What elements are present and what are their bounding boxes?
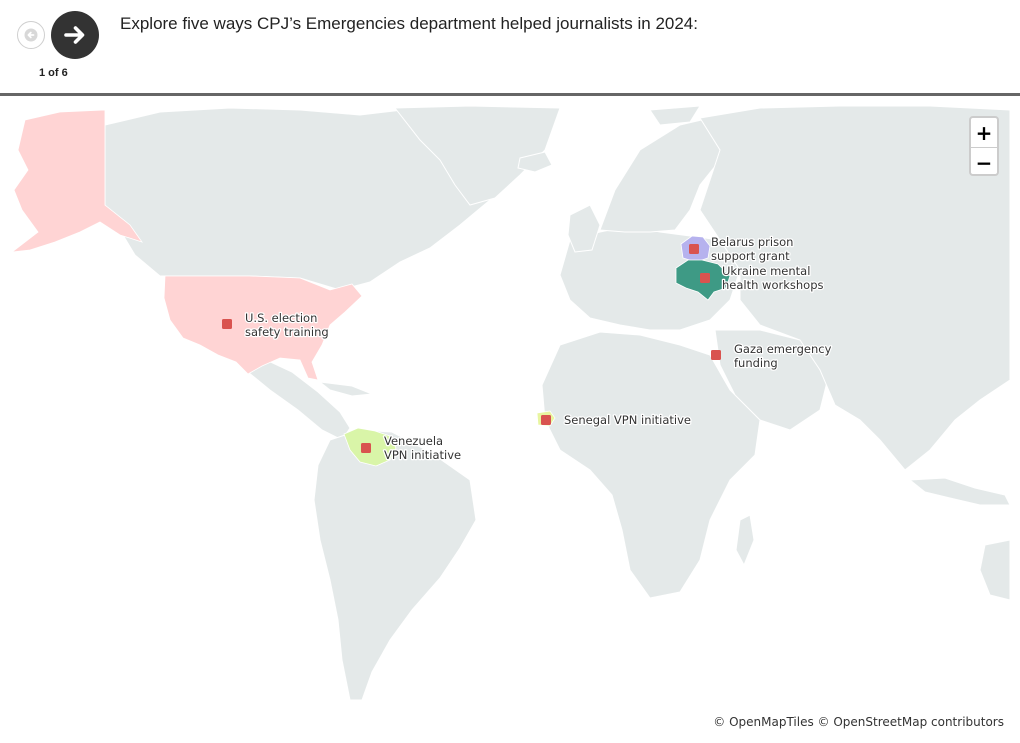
story-header: 1 of 6 Explore five ways CPJ’s Emergenci… (0, 0, 1020, 96)
arrow-right-icon (64, 26, 85, 44)
land-south-america (313, 429, 477, 701)
marker-group-belarus[interactable]: Belarus prison support grant (689, 234, 795, 264)
marker-group-venezuela[interactable]: Venezuela VPN initiative (361, 433, 462, 463)
map-marker-senegal[interactable] (541, 415, 551, 425)
map-label-us-line2: safety training (245, 325, 329, 339)
arrow-left-icon (24, 28, 38, 42)
land-australia (979, 539, 1010, 601)
map-label-us-line1: U.S. election (245, 311, 317, 325)
land-indonesia (908, 477, 1010, 506)
map-label-venezuela-line1: Venezuela (384, 434, 443, 448)
map-marker-us[interactable] (222, 319, 232, 329)
land-arctic-islands (649, 106, 701, 126)
attribution-openmaptiles-link[interactable]: © OpenMapTiles (713, 715, 814, 729)
story-title: Explore five ways CPJ’s Emergencies depa… (120, 14, 698, 33)
region-alaska[interactable] (10, 109, 144, 253)
land-madagascar (735, 514, 755, 567)
marker-group-us[interactable]: U.S. election safety training (222, 310, 330, 340)
marker-group-gaza[interactable]: Gaza emergency funding (711, 341, 833, 371)
map-label-ukraine-line1: Ukraine mental (722, 264, 810, 278)
slide-counter: 1 of 6 (39, 67, 68, 79)
map-label-belarus-line1: Belarus prison (711, 235, 793, 249)
map-canvas: U.S. election safety training Venezuela … (0, 106, 1010, 743)
land-asia (699, 106, 1010, 471)
land-caribbean (318, 381, 373, 397)
land-iceland (517, 151, 553, 173)
land-arabia (714, 329, 831, 431)
next-slide-button[interactable] (51, 11, 99, 59)
map-marker-ukraine[interactable] (700, 273, 710, 283)
map-attribution: © OpenMapTiles © OpenStreetMap contribut… (713, 715, 1004, 729)
landmasses (104, 106, 1010, 701)
marker-group-senegal[interactable]: Senegal VPN initiative (541, 412, 692, 428)
previous-slide-button[interactable] (17, 21, 45, 49)
map-label-gaza-line2: funding (734, 356, 778, 370)
map-label-gaza-line1: Gaza emergency (734, 342, 832, 356)
zoom-out-button[interactable]: − (975, 150, 993, 175)
map-marker-venezuela[interactable] (361, 443, 371, 453)
zoom-control: + − (969, 116, 999, 176)
map-marker-belarus[interactable] (689, 244, 699, 254)
region-usa[interactable] (163, 275, 363, 381)
land-greenland (393, 106, 561, 206)
land-africa (541, 331, 761, 599)
attribution-openstreetmap-link[interactable]: © OpenStreetMap contributors (817, 715, 1004, 729)
map-label-ukraine-line2: health workshops (722, 278, 824, 292)
land-uk (567, 204, 601, 253)
map-marker-gaza[interactable] (711, 350, 721, 360)
map-label-venezuela-line2: VPN initiative (384, 448, 461, 462)
map-label-belarus-line2: support grant (711, 249, 790, 263)
land-canada (104, 107, 521, 291)
zoom-in-button[interactable]: + (971, 118, 997, 148)
marker-group-ukraine[interactable]: Ukraine mental health workshops (700, 263, 825, 293)
world-map[interactable]: U.S. election safety training Venezuela … (0, 106, 1010, 743)
map-label-senegal: Senegal VPN initiative (564, 413, 691, 427)
